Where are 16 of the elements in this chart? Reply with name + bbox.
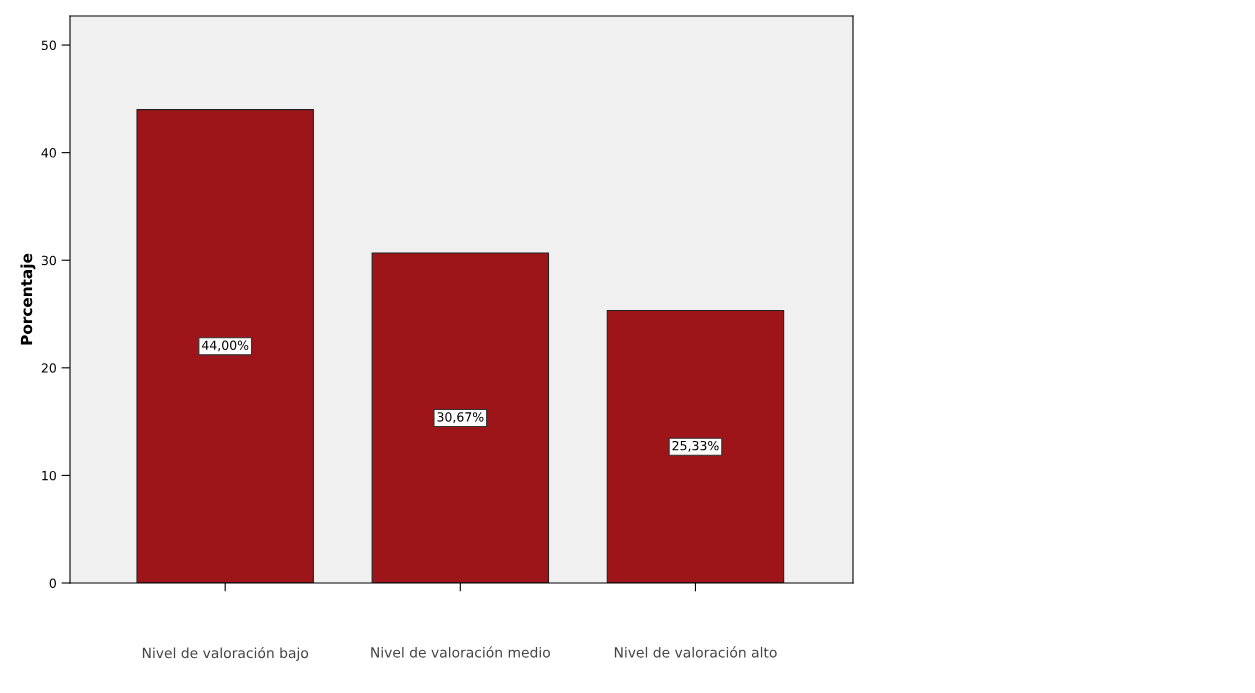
x-tick-label: Nivel de valoración bajo — [142, 646, 309, 661]
data-label: 30,67% — [437, 412, 484, 423]
y-tick-label: 50 — [41, 40, 56, 50]
bar — [371, 252, 550, 583]
data-label: 44,00% — [201, 340, 249, 352]
data-label: 25,33% — [672, 440, 719, 452]
x-tick-label: Nivel de valoración medio — [371, 646, 550, 658]
y-tick-label: 10 — [42, 470, 56, 481]
x-tick-label: Nivel de valoración alto — [614, 646, 777, 658]
y-axis-title: Porcentaje — [20, 253, 36, 345]
bar — [136, 109, 314, 583]
y-tick-label: 30 — [41, 255, 56, 266]
y-tick-label: 0 — [49, 578, 56, 588]
y-tick-label: 40 — [41, 148, 56, 158]
y-tick-label: 20 — [41, 363, 56, 373]
bar — [606, 309, 785, 583]
